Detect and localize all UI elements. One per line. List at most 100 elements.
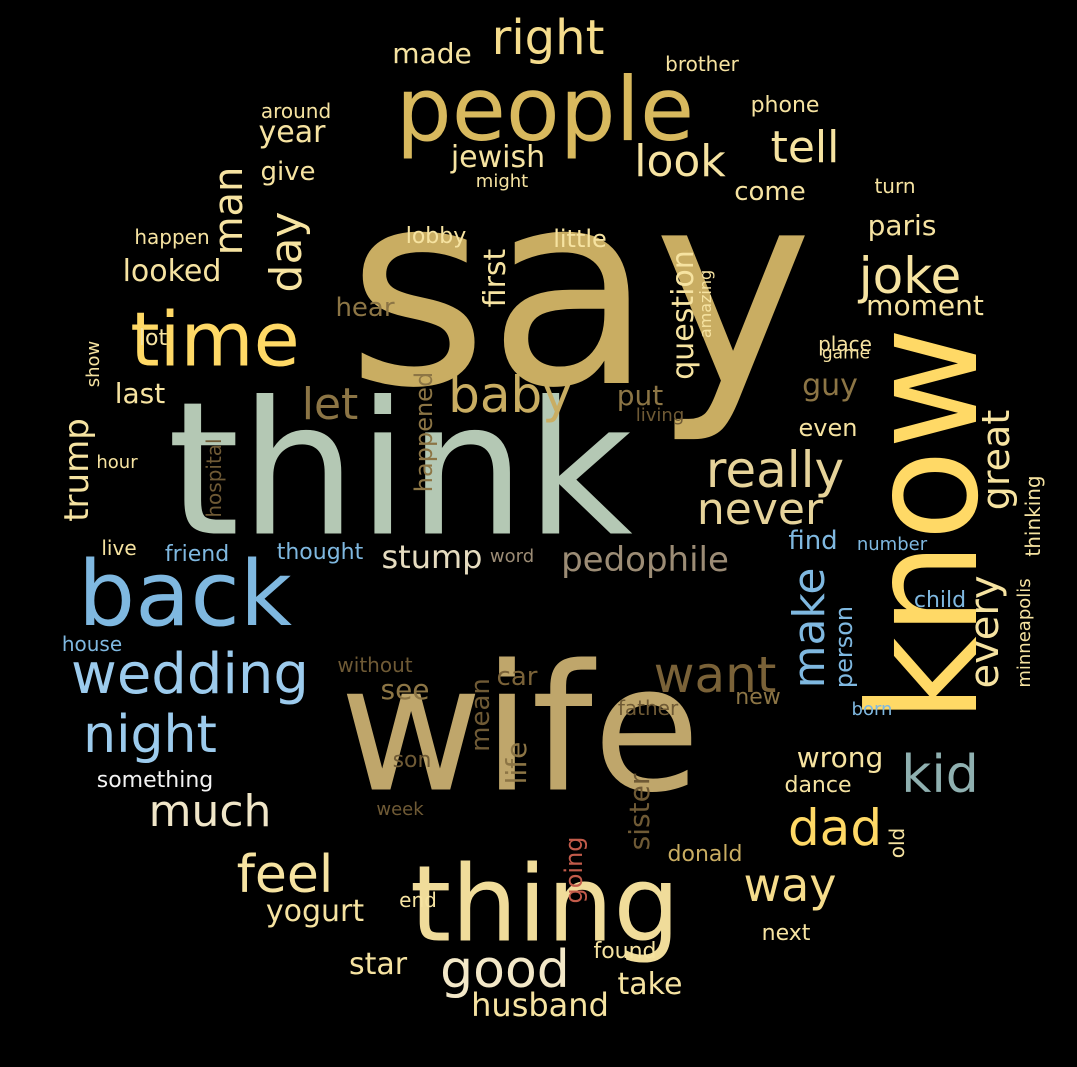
word-question: question xyxy=(666,250,701,380)
word-new: new xyxy=(735,685,781,710)
word-people: people xyxy=(395,58,695,161)
word-right: right xyxy=(491,10,605,66)
word-put: put xyxy=(616,379,664,412)
word-show: show xyxy=(83,340,104,388)
word-joke: joke xyxy=(858,247,962,305)
word-going: going xyxy=(560,836,588,904)
word-even: even xyxy=(798,414,858,442)
word-live: live xyxy=(101,536,137,560)
word-back: back xyxy=(78,542,292,647)
word-dad: dad xyxy=(787,799,883,857)
word-hour: hour xyxy=(96,452,138,473)
word-game: game xyxy=(821,343,871,364)
word-night: night xyxy=(83,705,217,765)
word-house: house xyxy=(61,632,123,656)
word-life: life xyxy=(500,741,533,785)
word-moment: moment xyxy=(866,289,984,322)
word-jewish: jewish xyxy=(450,140,546,175)
word-word: word xyxy=(489,546,535,567)
word-without: without xyxy=(337,653,413,677)
word-take: take xyxy=(617,967,683,1002)
word-happen: happen xyxy=(134,225,210,249)
word-first: first xyxy=(478,248,513,308)
word-turn: turn xyxy=(874,174,916,198)
word-last: last xyxy=(114,377,166,410)
word-place: place xyxy=(818,332,872,356)
word-made: made xyxy=(392,37,472,70)
word-person: person xyxy=(830,605,858,689)
word-living: living xyxy=(635,405,685,426)
word-hear: hear xyxy=(335,293,395,323)
word-stump: stump xyxy=(381,538,483,576)
word-never: never xyxy=(696,484,824,535)
word-car: car xyxy=(496,662,538,692)
word-way: way xyxy=(743,858,837,912)
word-mean: mean xyxy=(466,678,496,752)
word-make: make xyxy=(784,567,835,689)
word-think: think xyxy=(167,361,633,578)
word-end: end xyxy=(399,888,437,912)
word-time: time xyxy=(130,295,300,384)
word-kid: kid xyxy=(901,745,979,805)
word-old: old xyxy=(885,827,909,859)
word-next: next xyxy=(761,921,811,946)
word-star: star xyxy=(348,947,408,982)
word-brother: brother xyxy=(665,52,739,76)
word-born: born xyxy=(851,699,893,720)
word-week: week xyxy=(376,799,424,820)
word-say: say xyxy=(347,132,813,447)
word-yogurt: yogurt xyxy=(265,894,365,929)
word-lobby: lobby xyxy=(405,224,467,249)
word-amazing: amazing xyxy=(696,269,715,339)
word-want: want xyxy=(653,646,777,704)
word-thinking: thinking xyxy=(1021,475,1045,557)
word-wedding: wedding xyxy=(71,642,309,707)
word-happened: happened xyxy=(410,371,438,493)
word-come: come xyxy=(734,177,806,207)
word-paris: paris xyxy=(867,209,937,242)
word-thing: thing xyxy=(409,843,681,966)
word-wife: wife xyxy=(339,628,701,832)
word-around: around xyxy=(260,99,332,123)
word-donald: donald xyxy=(667,842,743,867)
word-little: little xyxy=(553,225,607,253)
word-might: might xyxy=(475,171,529,192)
word-year: year xyxy=(258,115,326,150)
word-dance: dance xyxy=(784,773,852,798)
word-much: much xyxy=(148,786,272,837)
word-feel: feel xyxy=(236,845,334,905)
word-found: found xyxy=(593,939,657,964)
word-wrong: wrong xyxy=(796,741,884,774)
word-something: something xyxy=(96,768,214,793)
word-every: every xyxy=(962,575,1008,689)
word-pedophile: pedophile xyxy=(561,540,729,580)
word-child: child xyxy=(913,588,967,613)
word-see: see xyxy=(380,673,430,706)
word-number: number xyxy=(856,534,928,555)
word-minneapolis: minneapolis xyxy=(1014,578,1035,688)
word-let: let xyxy=(301,379,359,430)
word-son: son xyxy=(392,748,432,773)
word-thought: thought xyxy=(276,540,364,565)
word-find: find xyxy=(788,526,838,556)
word-give: give xyxy=(260,157,316,187)
word-phone: phone xyxy=(750,93,820,118)
word-good: good xyxy=(440,940,570,1000)
word-sister: sister xyxy=(623,773,656,851)
word-tell: tell xyxy=(770,122,840,173)
word-day: day xyxy=(261,211,312,293)
word-great: great xyxy=(974,409,1018,511)
word-lot: lot xyxy=(138,326,168,351)
word-really: really xyxy=(705,441,845,499)
word-friend: friend xyxy=(164,542,230,567)
word-husband: husband xyxy=(471,986,609,1024)
word-father: father xyxy=(617,696,679,720)
word-guy: guy xyxy=(802,368,858,403)
word-trump: trump xyxy=(57,418,97,522)
word-hospital: hospital xyxy=(202,438,226,518)
word-looked: looked xyxy=(122,254,222,289)
word-baby: baby xyxy=(448,366,572,424)
word-look: look xyxy=(634,136,726,187)
word-man: man xyxy=(206,166,252,256)
